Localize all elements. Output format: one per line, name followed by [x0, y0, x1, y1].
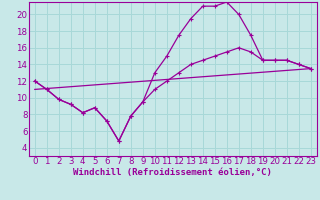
X-axis label: Windchill (Refroidissement éolien,°C): Windchill (Refroidissement éolien,°C) [73, 168, 272, 177]
